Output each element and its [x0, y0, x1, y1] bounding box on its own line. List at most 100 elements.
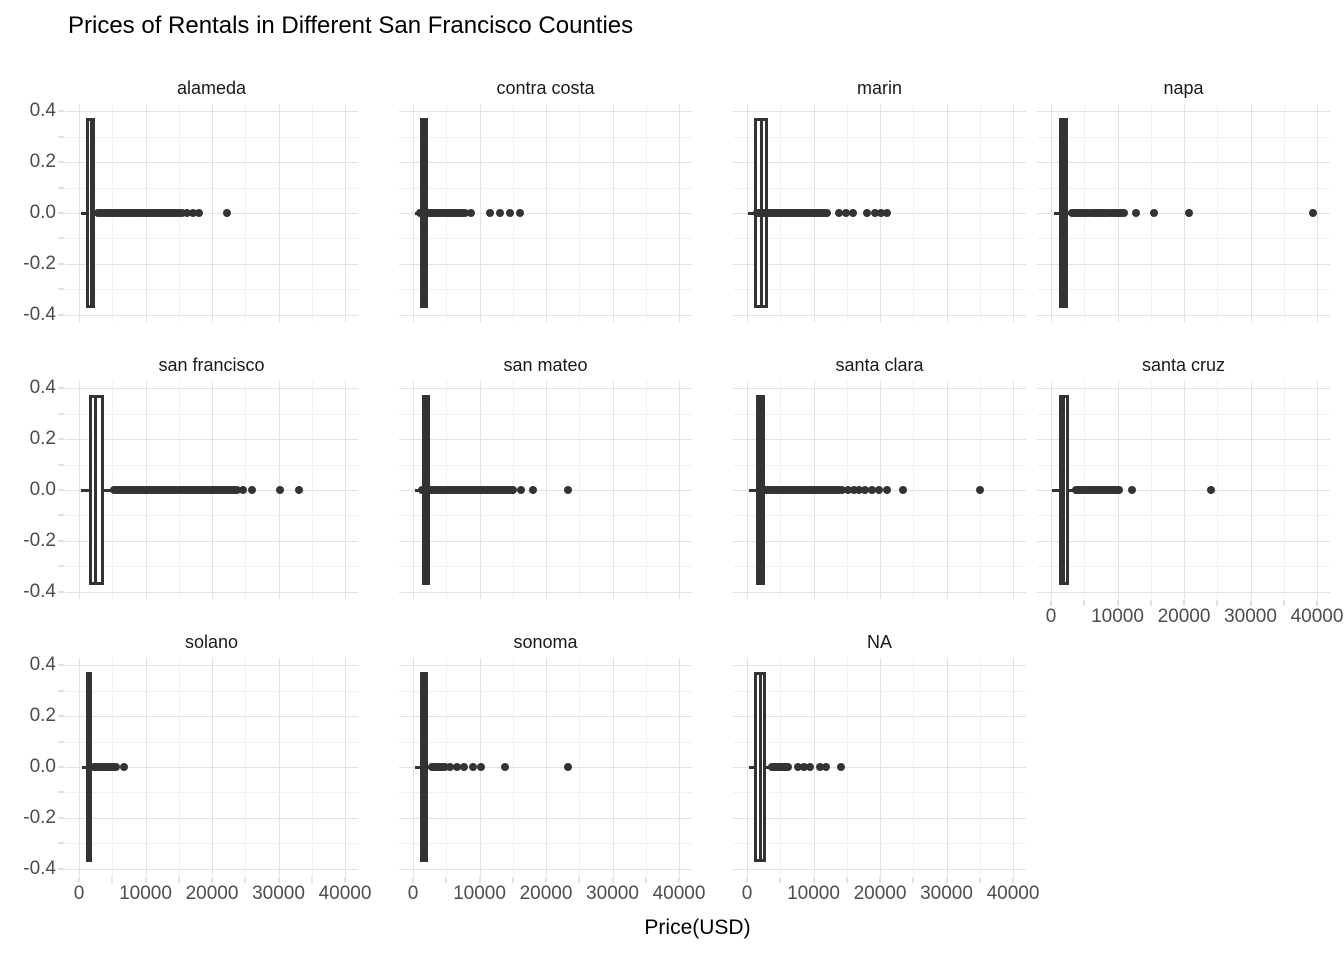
x-axis-tick-mark: [1183, 600, 1185, 606]
outlier-point: [822, 209, 831, 217]
gridline-major-horizontal: [65, 162, 358, 164]
outlier-point: [295, 486, 304, 494]
x-axis-tick-mark: [412, 877, 414, 883]
outlier-point: [883, 209, 892, 217]
gridline-minor-horizontal: [733, 792, 1026, 794]
x-axis-tick-label: 0: [741, 883, 753, 904]
boxplot-whisker-lower: [749, 765, 755, 769]
gridline-major-horizontal: [1037, 314, 1330, 316]
x-axis-tick-label: 0: [1045, 606, 1057, 627]
gridline-major-horizontal: [399, 540, 692, 542]
gridline-major-horizontal: [65, 716, 358, 718]
outlier-point: [861, 486, 870, 494]
gridline-major-horizontal: [399, 162, 692, 164]
x-axis-tick-label: 30000: [920, 883, 973, 904]
boxplot-whisker-lower: [81, 765, 87, 769]
outlier-point: [874, 486, 883, 494]
outlier-point: [239, 486, 248, 494]
y-axis-tick-mark: [58, 791, 64, 794]
gridline-minor-horizontal: [733, 413, 1026, 415]
x-axis-tick-mark: [1083, 600, 1086, 606]
x-axis-tick-label: 40000: [652, 883, 706, 904]
outlier-point: [862, 209, 871, 217]
gridline-major-horizontal: [1037, 439, 1330, 441]
outlier-point: [506, 209, 515, 217]
gridline-minor-horizontal: [733, 741, 1026, 743]
gridline-minor-horizontal: [65, 289, 358, 291]
gridline-major-horizontal: [1037, 490, 1330, 491]
x-axis-tick-mark: [1012, 877, 1014, 883]
outlier-point: [446, 763, 455, 771]
outlier-point: [452, 763, 461, 771]
x-axis-tick-label: 10000: [119, 883, 172, 904]
outlier-point: [844, 486, 853, 494]
y-axis-tick-label: 0.4: [29, 377, 56, 399]
boxplot-median-line: [87, 672, 91, 862]
x-axis-tick-label: 30000: [1224, 606, 1277, 627]
gridline-major-horizontal: [399, 388, 692, 390]
outlier-point: [1309, 209, 1317, 217]
x-axis-tick-label: 20000: [185, 883, 239, 904]
outlier-point: [233, 486, 242, 494]
gridline-minor-horizontal: [65, 690, 358, 692]
gridline-minor-horizontal: [65, 843, 358, 845]
x-axis-title: Price(USD): [644, 916, 751, 939]
outlier-point: [882, 486, 891, 494]
outlier-point: [111, 763, 120, 771]
gridline-major-horizontal: [65, 868, 358, 870]
outlier-point: [870, 209, 879, 217]
y-axis-tick-mark: [58, 766, 64, 768]
chart-title: Prices of Rentals in Different San Franc…: [68, 12, 634, 39]
facet-panel: [733, 658, 1026, 883]
gridline-major-horizontal: [399, 665, 692, 667]
y-axis-tick-label: 0.4: [29, 654, 56, 676]
facet-strip-label: sonoma: [513, 632, 578, 652]
boxplot-median-line: [422, 672, 426, 862]
gridline-major-horizontal: [65, 817, 358, 819]
x-axis-tick-mark: [845, 877, 848, 883]
gridline-minor-horizontal: [733, 187, 1026, 189]
gridline-minor-horizontal: [399, 464, 692, 466]
gridline-minor-horizontal: [733, 690, 1026, 692]
y-axis-tick-label: 0.4: [29, 100, 56, 122]
x-axis-tick-label: 10000: [1091, 606, 1144, 627]
gridline-minor-horizontal: [733, 238, 1026, 240]
y-axis-tick-mark: [58, 387, 64, 390]
gridline-minor-horizontal: [1037, 464, 1330, 466]
outlier-point: [975, 486, 984, 494]
boxplot-median-line: [1061, 118, 1065, 308]
gridline-minor-horizontal: [65, 136, 358, 138]
y-axis-tick-mark: [58, 237, 64, 240]
gridline-minor-horizontal: [65, 187, 358, 189]
gridline-major-horizontal: [65, 439, 358, 441]
x-axis-tick-mark: [244, 877, 247, 883]
gridline-major-horizontal: [733, 162, 1026, 164]
gridline-major-horizontal: [399, 213, 692, 214]
facet-strip-label: contra costa: [496, 78, 595, 98]
x-axis-tick-mark: [144, 877, 147, 883]
facet-strip-label: alameda: [176, 78, 247, 98]
outlier-point: [876, 209, 885, 217]
x-axis-tick-mark: [1116, 600, 1119, 606]
outlier-point: [793, 763, 802, 771]
gridline-major-horizontal: [733, 439, 1026, 441]
gridline-minor-horizontal: [733, 136, 1026, 138]
y-axis-tick-label: 0.0: [29, 479, 56, 500]
x-axis-tick-label: 10000: [787, 883, 840, 904]
x-axis-tick-mark: [978, 877, 981, 883]
x-axis-tick-mark: [277, 877, 280, 883]
gridline-minor-horizontal: [65, 413, 358, 415]
facet-strip-label: solano: [184, 632, 239, 652]
x-axis-tick-mark: [111, 877, 114, 883]
gridline-minor-horizontal: [1037, 413, 1330, 415]
gridline-minor-horizontal: [1037, 515, 1330, 517]
facet-panel: [399, 381, 692, 599]
gridline-minor-horizontal: [399, 136, 692, 138]
outlier-point: [1128, 486, 1137, 494]
gridline-major-horizontal: [399, 439, 692, 441]
gridline-major-horizontal: [733, 665, 1026, 667]
y-axis-tick-label: -0.2: [23, 252, 56, 274]
outlier-point: [822, 763, 831, 771]
y-axis-tick-label: -0.4: [23, 857, 56, 879]
gridline-major-horizontal: [65, 111, 358, 113]
